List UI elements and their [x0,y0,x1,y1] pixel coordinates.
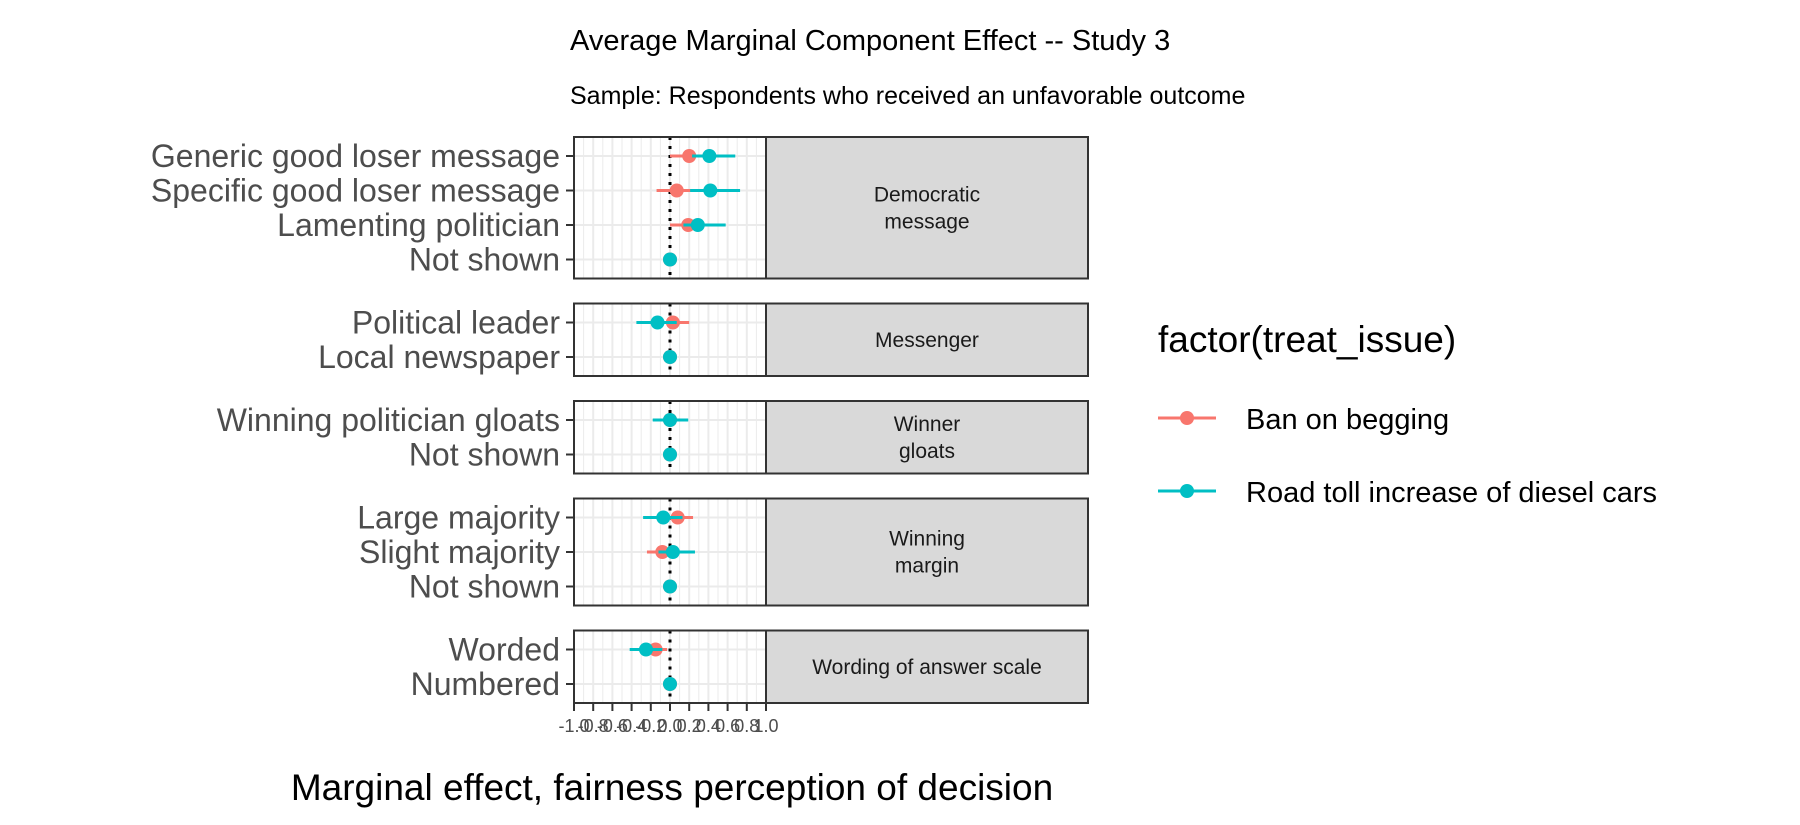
x-axis: -1.0-0.8-0.6-0.4-0.20.00.20.40.60.81.0 [558,703,779,736]
data-point [663,413,677,427]
facet-strip-label: Messenger [875,329,979,352]
facet-strip-label: Winner [894,413,961,436]
legend-title: factor(treat_issue) [1158,319,1456,360]
facet-strip [765,136,1089,280]
x-tick-label: 0.6 [715,716,740,736]
facet-strip-label: gloats [899,440,955,463]
x-tick-label: -0.8 [578,716,609,736]
y-tick-label: Not shown [409,242,560,278]
y-tick-label: Political leader [352,305,560,341]
data-point [663,350,677,364]
legend-key-point [1180,484,1194,498]
facet-strip-label: message [884,210,969,233]
y-tick-label: Specific good loser message [151,173,560,209]
data-point [703,183,718,198]
facet-strip-label: Winning [889,528,965,551]
legend: factor(treat_issue) Ban on begging Road t… [1158,319,1657,509]
x-tick-label: 0.8 [734,716,759,736]
y-tick-label: Slight majority [359,534,560,570]
x-tick-label: -0.4 [616,716,647,736]
facet-strip [765,629,1089,704]
x-tick-label: 0.4 [696,716,721,736]
data-point [669,183,684,198]
y-tick-label: Not shown [409,569,560,605]
legend-entry-label: Road toll increase of diesel cars [1246,477,1657,509]
y-tick-label: Lamenting politician [277,207,560,243]
y-tick-label: Numbered [411,666,560,702]
chart-title: Average Marginal Component Effect -- Stu… [570,25,1170,57]
facet-strip [765,400,1089,475]
facet-strip-label: margin [895,555,959,578]
chart-subtitle: Sample: Respondents who received an unfa… [570,82,1245,110]
data-point [663,677,677,691]
legend-key-point [1180,411,1194,425]
facet-strip-label: Wording of answer scale [812,656,1042,679]
data-point [650,315,665,330]
y-tick-label: Worded [449,632,560,668]
legend-entry-label: Ban on begging [1246,404,1449,436]
data-point [663,447,677,462]
x-tick-label: -0.6 [597,716,628,736]
data-point [665,545,680,559]
x-tick-label: 0.2 [677,716,702,736]
y-tick-label: Generic good loser message [151,138,560,174]
x-tick-label: 1.0 [753,716,778,736]
data-point [702,149,717,163]
facet-strip [765,497,1089,607]
y-tick-label: Large majority [357,500,560,536]
x-axis-label: Marginal effect, fairness perception of … [291,767,1053,808]
data-point [663,579,677,594]
x-tick-label: -0.2 [635,716,666,736]
data-point [656,510,671,525]
x-tick-label: -1.0 [558,716,589,736]
x-tick-label: 0.0 [657,716,682,736]
data-point [639,642,653,657]
data-point [690,218,705,232]
facet-strip-label: Democratic [874,183,980,206]
y-tick-label: Local newspaper [318,339,560,375]
y-tick-label: Not shown [409,437,560,473]
facet-strip [765,302,1089,377]
y-tick-label: Winning politician gloats [217,402,560,438]
data-point [663,252,677,267]
data-point [682,149,697,163]
